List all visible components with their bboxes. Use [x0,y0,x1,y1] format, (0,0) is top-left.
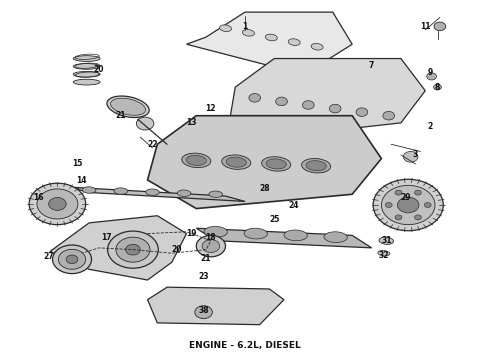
Circle shape [395,215,402,220]
Ellipse shape [186,155,206,165]
Circle shape [49,198,66,210]
Circle shape [385,203,392,207]
Circle shape [37,189,78,219]
Circle shape [66,255,78,264]
Ellipse shape [288,39,300,45]
Circle shape [356,108,368,116]
Circle shape [249,94,261,102]
Text: 25: 25 [269,215,279,224]
Text: 27: 27 [44,252,54,261]
Ellipse shape [284,230,307,241]
Circle shape [329,104,341,113]
Text: 2: 2 [427,122,433,131]
Circle shape [415,215,421,220]
Text: 17: 17 [101,233,111,242]
Text: 3: 3 [413,150,418,159]
Text: 12: 12 [206,104,216,113]
Circle shape [395,190,402,195]
Circle shape [302,101,314,109]
Text: ENGINE - 6.2L, DIESEL: ENGINE - 6.2L, DIESEL [189,341,301,350]
Circle shape [383,111,394,120]
Ellipse shape [73,71,100,77]
Text: 21: 21 [116,111,126,120]
Circle shape [434,84,441,90]
Polygon shape [70,187,245,202]
Ellipse shape [73,79,100,85]
Ellipse shape [378,251,390,256]
Ellipse shape [379,237,393,244]
Ellipse shape [306,161,326,171]
Ellipse shape [226,157,246,167]
Circle shape [29,183,86,225]
Circle shape [427,73,437,80]
Text: 7: 7 [369,61,374,70]
Text: 19: 19 [186,229,196,238]
Circle shape [403,152,418,162]
Polygon shape [230,59,425,137]
Ellipse shape [82,187,96,193]
Circle shape [415,190,421,195]
Ellipse shape [209,191,222,198]
Ellipse shape [146,189,159,195]
Polygon shape [147,287,284,325]
Circle shape [58,249,86,269]
Polygon shape [196,228,372,248]
Ellipse shape [114,188,127,194]
Ellipse shape [107,96,149,117]
Circle shape [196,235,225,257]
Text: 14: 14 [76,176,87,185]
Text: 22: 22 [147,140,158,149]
Ellipse shape [243,30,254,36]
Circle shape [116,237,150,262]
Text: 9: 9 [427,68,433,77]
Text: 13: 13 [186,118,196,127]
Circle shape [373,179,443,231]
Ellipse shape [73,64,100,69]
Circle shape [424,203,431,207]
Circle shape [136,117,154,130]
Text: 24: 24 [289,201,299,210]
Text: 29: 29 [400,193,411,202]
Polygon shape [147,116,381,208]
Ellipse shape [221,155,251,169]
Circle shape [52,245,92,274]
Ellipse shape [265,34,277,41]
Ellipse shape [244,228,268,239]
Ellipse shape [111,98,146,115]
Text: 23: 23 [198,272,209,281]
Ellipse shape [177,190,191,197]
Ellipse shape [311,44,323,50]
Text: 18: 18 [206,233,216,242]
Ellipse shape [204,226,227,237]
Circle shape [202,240,220,252]
Text: 28: 28 [259,184,270,193]
Circle shape [195,306,212,319]
Circle shape [108,231,158,268]
Circle shape [381,185,435,225]
Polygon shape [50,216,187,280]
Text: 20: 20 [172,245,182,254]
Text: 32: 32 [379,251,389,260]
Ellipse shape [324,232,347,243]
Polygon shape [187,12,352,66]
Text: 8: 8 [435,83,440,92]
Text: 15: 15 [72,159,82,168]
Text: 1: 1 [243,22,247,31]
Circle shape [125,244,140,255]
Text: 31: 31 [381,236,392,245]
Text: 21: 21 [201,254,211,263]
Text: 38: 38 [198,306,209,315]
Ellipse shape [220,25,231,31]
Ellipse shape [182,153,211,168]
Circle shape [434,22,446,31]
Ellipse shape [302,158,331,173]
Circle shape [397,197,419,213]
Ellipse shape [262,157,291,171]
Ellipse shape [266,159,286,169]
Ellipse shape [73,56,100,62]
Text: 16: 16 [33,193,43,202]
Text: 11: 11 [420,22,431,31]
Circle shape [276,97,288,106]
Text: 20: 20 [94,65,104,74]
